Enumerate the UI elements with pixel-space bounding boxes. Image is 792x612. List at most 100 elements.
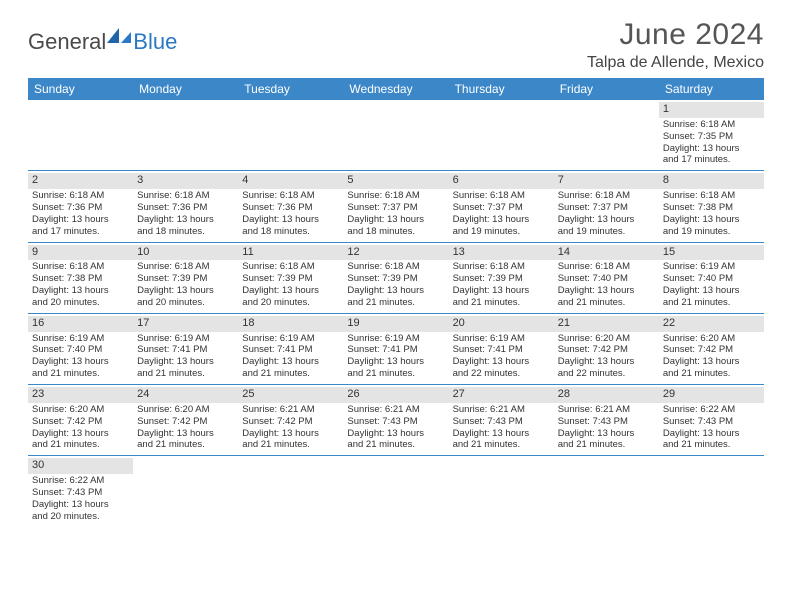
daylight-text: and 22 minutes.: [558, 368, 655, 380]
day-number: 24: [133, 387, 238, 403]
daylight-text: and 21 minutes.: [137, 439, 234, 451]
day-number: [133, 102, 238, 118]
sunrise-text: Sunrise: 6:21 AM: [347, 404, 444, 416]
daylight-text: and 20 minutes.: [242, 297, 339, 309]
sunrise-text: Sunrise: 6:18 AM: [137, 261, 234, 273]
day-number: [238, 102, 343, 118]
sunrise-text: Sunrise: 6:18 AM: [663, 190, 760, 202]
calendar-cell: 23Sunrise: 6:20 AMSunset: 7:42 PMDayligh…: [28, 385, 133, 455]
sunrise-text: Sunrise: 6:20 AM: [663, 333, 760, 345]
calendar-cell: 25Sunrise: 6:21 AMSunset: 7:42 PMDayligh…: [238, 385, 343, 455]
calendar-cell-empty: [133, 100, 238, 170]
daylight-text: and 20 minutes.: [137, 297, 234, 309]
day-number: [449, 458, 554, 474]
daylight-text: Daylight: 13 hours: [663, 356, 760, 368]
day-number: 25: [238, 387, 343, 403]
sunrise-text: Sunrise: 6:18 AM: [558, 190, 655, 202]
daylight-text: and 21 minutes.: [453, 297, 550, 309]
daylight-text: and 21 minutes.: [32, 368, 129, 380]
sunrise-text: Sunrise: 6:21 AM: [453, 404, 550, 416]
daylight-text: and 20 minutes.: [32, 297, 129, 309]
sunrise-text: Sunrise: 6:18 AM: [453, 190, 550, 202]
header: General Blue June 2024 Talpa de Allende,…: [28, 18, 764, 72]
sunset-text: Sunset: 7:43 PM: [663, 416, 760, 428]
sunset-text: Sunset: 7:40 PM: [558, 273, 655, 285]
sunset-text: Sunset: 7:43 PM: [453, 416, 550, 428]
sunrise-text: Sunrise: 6:21 AM: [558, 404, 655, 416]
day-number: 7: [554, 173, 659, 189]
day-number: [343, 458, 448, 474]
daylight-text: and 21 minutes.: [558, 297, 655, 309]
day-number: 27: [449, 387, 554, 403]
calendar-cell-empty: [28, 100, 133, 170]
calendar-cell: 28Sunrise: 6:21 AMSunset: 7:43 PMDayligh…: [554, 385, 659, 455]
calendar-grid: Sunday Monday Tuesday Wednesday Thursday…: [28, 78, 764, 527]
daylight-text: and 21 minutes.: [663, 368, 760, 380]
weeks-container: 1Sunrise: 6:18 AMSunset: 7:35 PMDaylight…: [28, 100, 764, 527]
calendar-cell: 10Sunrise: 6:18 AMSunset: 7:39 PMDayligh…: [133, 243, 238, 313]
calendar-cell: 11Sunrise: 6:18 AMSunset: 7:39 PMDayligh…: [238, 243, 343, 313]
calendar-page: General Blue June 2024 Talpa de Allende,…: [0, 0, 792, 545]
brand-logo: General Blue: [28, 26, 177, 57]
sunset-text: Sunset: 7:36 PM: [32, 202, 129, 214]
sunset-text: Sunset: 7:37 PM: [347, 202, 444, 214]
sunset-text: Sunset: 7:42 PM: [242, 416, 339, 428]
daylight-text: Daylight: 13 hours: [32, 499, 129, 511]
daylight-text: Daylight: 13 hours: [453, 214, 550, 226]
daylight-text: and 21 minutes.: [347, 368, 444, 380]
daylight-text: and 21 minutes.: [663, 439, 760, 451]
daylight-text: Daylight: 13 hours: [347, 356, 444, 368]
daylight-text: Daylight: 13 hours: [32, 214, 129, 226]
day-number: [343, 102, 448, 118]
calendar-cell: 5Sunrise: 6:18 AMSunset: 7:37 PMDaylight…: [343, 171, 448, 241]
sunrise-text: Sunrise: 6:19 AM: [663, 261, 760, 273]
sunrise-text: Sunrise: 6:19 AM: [137, 333, 234, 345]
day-number: 22: [659, 316, 764, 332]
week-row: 16Sunrise: 6:19 AMSunset: 7:40 PMDayligh…: [28, 314, 764, 385]
daylight-text: Daylight: 13 hours: [137, 214, 234, 226]
sunset-text: Sunset: 7:41 PM: [347, 344, 444, 356]
calendar-cell: 27Sunrise: 6:21 AMSunset: 7:43 PMDayligh…: [449, 385, 554, 455]
day-number: 28: [554, 387, 659, 403]
day-number: [659, 458, 764, 474]
sunset-text: Sunset: 7:43 PM: [32, 487, 129, 499]
day-number: 29: [659, 387, 764, 403]
sunset-text: Sunset: 7:38 PM: [663, 202, 760, 214]
dow-saturday: Saturday: [659, 78, 764, 100]
brand-text-part1: General: [28, 29, 106, 55]
daylight-text: Daylight: 13 hours: [347, 214, 444, 226]
sunrise-text: Sunrise: 6:20 AM: [558, 333, 655, 345]
calendar-cell-empty: [343, 456, 448, 526]
daylight-text: Daylight: 13 hours: [558, 428, 655, 440]
daylight-text: Daylight: 13 hours: [663, 285, 760, 297]
sunset-text: Sunset: 7:41 PM: [453, 344, 550, 356]
day-number: 18: [238, 316, 343, 332]
dow-thursday: Thursday: [449, 78, 554, 100]
daylight-text: and 21 minutes.: [242, 439, 339, 451]
calendar-cell: 13Sunrise: 6:18 AMSunset: 7:39 PMDayligh…: [449, 243, 554, 313]
calendar-cell: 4Sunrise: 6:18 AMSunset: 7:36 PMDaylight…: [238, 171, 343, 241]
calendar-cell-empty: [659, 456, 764, 526]
sunset-text: Sunset: 7:40 PM: [663, 273, 760, 285]
calendar-cell: 3Sunrise: 6:18 AMSunset: 7:36 PMDaylight…: [133, 171, 238, 241]
calendar-cell-empty: [238, 100, 343, 170]
daylight-text: Daylight: 13 hours: [558, 214, 655, 226]
sunrise-text: Sunrise: 6:22 AM: [663, 404, 760, 416]
calendar-cell: 20Sunrise: 6:19 AMSunset: 7:41 PMDayligh…: [449, 314, 554, 384]
calendar-cell: 16Sunrise: 6:19 AMSunset: 7:40 PMDayligh…: [28, 314, 133, 384]
daylight-text: and 21 minutes.: [242, 368, 339, 380]
daylight-text: and 17 minutes.: [32, 226, 129, 238]
calendar-cell: 30Sunrise: 6:22 AMSunset: 7:43 PMDayligh…: [28, 456, 133, 526]
dow-wednesday: Wednesday: [343, 78, 448, 100]
sunrise-text: Sunrise: 6:18 AM: [32, 190, 129, 202]
daylight-text: and 21 minutes.: [663, 297, 760, 309]
sunset-text: Sunset: 7:40 PM: [32, 344, 129, 356]
dow-monday: Monday: [133, 78, 238, 100]
week-row: 30Sunrise: 6:22 AMSunset: 7:43 PMDayligh…: [28, 456, 764, 526]
daylight-text: Daylight: 13 hours: [32, 428, 129, 440]
daylight-text: Daylight: 13 hours: [453, 428, 550, 440]
sunrise-text: Sunrise: 6:18 AM: [347, 261, 444, 273]
sunset-text: Sunset: 7:42 PM: [663, 344, 760, 356]
sunset-text: Sunset: 7:36 PM: [137, 202, 234, 214]
daylight-text: Daylight: 13 hours: [32, 285, 129, 297]
